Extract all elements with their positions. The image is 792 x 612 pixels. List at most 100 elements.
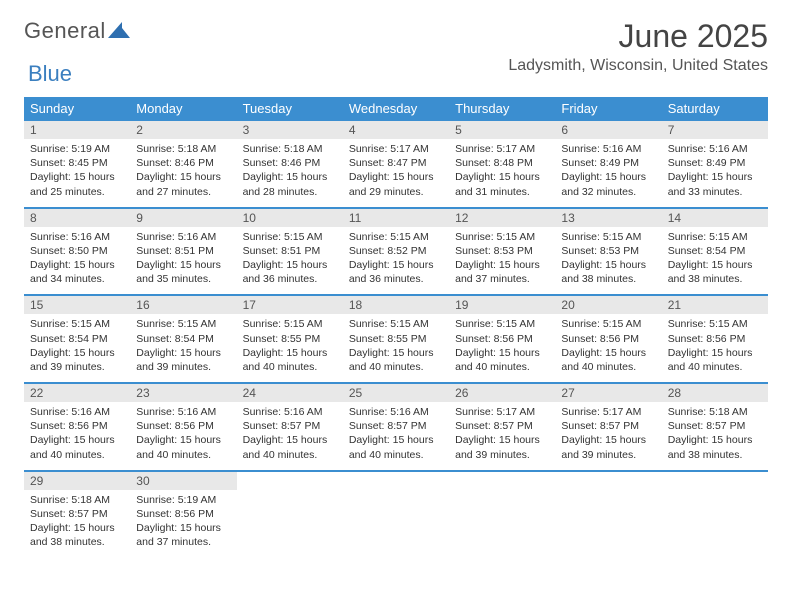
day-body: Sunrise: 5:15 AMSunset: 8:56 PMDaylight:… xyxy=(662,314,768,382)
sunset-line: Sunset: 8:56 PM xyxy=(136,507,230,521)
day-cell xyxy=(343,470,449,557)
day-cell: 2Sunrise: 5:18 AMSunset: 8:46 PMDaylight… xyxy=(130,120,236,207)
calendar-table: Sunday Monday Tuesday Wednesday Thursday… xyxy=(24,97,768,557)
sunset-line: Sunset: 8:57 PM xyxy=(349,419,443,433)
week-row: 8Sunrise: 5:16 AMSunset: 8:50 PMDaylight… xyxy=(24,207,768,295)
day-cell: 12Sunrise: 5:15 AMSunset: 8:53 PMDayligh… xyxy=(449,207,555,295)
day-cell xyxy=(662,470,768,557)
logo-word2: Blue xyxy=(28,61,72,86)
day-number: 10 xyxy=(237,208,343,227)
dayhdr-fri: Friday xyxy=(555,97,661,120)
sunset-line: Sunset: 8:46 PM xyxy=(243,156,337,170)
day-cell: 6Sunrise: 5:16 AMSunset: 8:49 PMDaylight… xyxy=(555,120,661,207)
dayhdr-sun: Sunday xyxy=(24,97,130,120)
daylight-line: Daylight: 15 hours and 37 minutes. xyxy=(455,258,549,286)
day-cell: 13Sunrise: 5:15 AMSunset: 8:53 PMDayligh… xyxy=(555,207,661,295)
daylight-line: Daylight: 15 hours and 38 minutes. xyxy=(561,258,655,286)
daylight-line: Daylight: 15 hours and 39 minutes. xyxy=(561,433,655,461)
day-number: 1 xyxy=(24,120,130,139)
day-cell: 28Sunrise: 5:18 AMSunset: 8:57 PMDayligh… xyxy=(662,383,768,471)
sunset-line: Sunset: 8:49 PM xyxy=(668,156,762,170)
dayhdr-mon: Monday xyxy=(130,97,236,120)
daylight-line: Daylight: 15 hours and 39 minutes. xyxy=(136,346,230,374)
sunset-line: Sunset: 8:49 PM xyxy=(561,156,655,170)
sunrise-line: Sunrise: 5:15 AM xyxy=(349,230,443,244)
day-number: 29 xyxy=(24,471,130,490)
day-cell: 20Sunrise: 5:15 AMSunset: 8:56 PMDayligh… xyxy=(555,295,661,383)
day-cell: 17Sunrise: 5:15 AMSunset: 8:55 PMDayligh… xyxy=(237,295,343,383)
daylight-line: Daylight: 15 hours and 39 minutes. xyxy=(30,346,124,374)
day-cell xyxy=(237,470,343,557)
daylight-line: Daylight: 15 hours and 31 minutes. xyxy=(455,170,549,198)
sunrise-line: Sunrise: 5:17 AM xyxy=(455,405,549,419)
day-cell: 29Sunrise: 5:18 AMSunset: 8:57 PMDayligh… xyxy=(24,470,130,557)
sunrise-line: Sunrise: 5:18 AM xyxy=(136,142,230,156)
day-body: Sunrise: 5:18 AMSunset: 8:46 PMDaylight:… xyxy=(130,139,236,207)
sunrise-line: Sunrise: 5:19 AM xyxy=(136,493,230,507)
sunrise-line: Sunrise: 5:18 AM xyxy=(243,142,337,156)
day-body: Sunrise: 5:16 AMSunset: 8:50 PMDaylight:… xyxy=(24,227,130,295)
logo-word1: General xyxy=(24,18,106,44)
daylight-line: Daylight: 15 hours and 25 minutes. xyxy=(30,170,124,198)
daylight-line: Daylight: 15 hours and 40 minutes. xyxy=(668,346,762,374)
daylight-line: Daylight: 15 hours and 40 minutes. xyxy=(349,433,443,461)
sunrise-line: Sunrise: 5:17 AM xyxy=(349,142,443,156)
sunrise-line: Sunrise: 5:15 AM xyxy=(668,317,762,331)
logo: General xyxy=(24,18,130,44)
day-body: Sunrise: 5:15 AMSunset: 8:56 PMDaylight:… xyxy=(449,314,555,382)
sunrise-line: Sunrise: 5:16 AM xyxy=(349,405,443,419)
sunset-line: Sunset: 8:55 PM xyxy=(243,332,337,346)
day-number: 13 xyxy=(555,208,661,227)
day-number: 15 xyxy=(24,295,130,314)
dayhdr-tue: Tuesday xyxy=(237,97,343,120)
day-body: Sunrise: 5:15 AMSunset: 8:53 PMDaylight:… xyxy=(449,227,555,295)
day-cell: 1Sunrise: 5:19 AMSunset: 8:45 PMDaylight… xyxy=(24,120,130,207)
day-cell xyxy=(555,470,661,557)
sunrise-line: Sunrise: 5:16 AM xyxy=(136,230,230,244)
day-cell: 4Sunrise: 5:17 AMSunset: 8:47 PMDaylight… xyxy=(343,120,449,207)
sunset-line: Sunset: 8:51 PM xyxy=(243,244,337,258)
sunrise-line: Sunrise: 5:15 AM xyxy=(349,317,443,331)
sunrise-line: Sunrise: 5:17 AM xyxy=(455,142,549,156)
sunset-line: Sunset: 8:45 PM xyxy=(30,156,124,170)
day-cell: 5Sunrise: 5:17 AMSunset: 8:48 PMDaylight… xyxy=(449,120,555,207)
daylight-line: Daylight: 15 hours and 38 minutes. xyxy=(668,258,762,286)
sunrise-line: Sunrise: 5:15 AM xyxy=(136,317,230,331)
day-body: Sunrise: 5:16 AMSunset: 8:49 PMDaylight:… xyxy=(555,139,661,207)
sunset-line: Sunset: 8:54 PM xyxy=(668,244,762,258)
location: Ladysmith, Wisconsin, United States xyxy=(508,57,768,75)
day-number: 2 xyxy=(130,120,236,139)
day-body: Sunrise: 5:19 AMSunset: 8:56 PMDaylight:… xyxy=(130,490,236,558)
day-number: 14 xyxy=(662,208,768,227)
day-body: Sunrise: 5:16 AMSunset: 8:57 PMDaylight:… xyxy=(237,402,343,470)
day-cell: 10Sunrise: 5:15 AMSunset: 8:51 PMDayligh… xyxy=(237,207,343,295)
day-number: 30 xyxy=(130,471,236,490)
sunset-line: Sunset: 8:56 PM xyxy=(455,332,549,346)
day-cell: 23Sunrise: 5:16 AMSunset: 8:56 PMDayligh… xyxy=(130,383,236,471)
day-body: Sunrise: 5:17 AMSunset: 8:47 PMDaylight:… xyxy=(343,139,449,207)
day-body: Sunrise: 5:19 AMSunset: 8:45 PMDaylight:… xyxy=(24,139,130,207)
day-number: 5 xyxy=(449,120,555,139)
day-number: 6 xyxy=(555,120,661,139)
day-body: Sunrise: 5:16 AMSunset: 8:56 PMDaylight:… xyxy=(24,402,130,470)
sunrise-line: Sunrise: 5:16 AM xyxy=(561,142,655,156)
week-row: 29Sunrise: 5:18 AMSunset: 8:57 PMDayligh… xyxy=(24,470,768,557)
sunset-line: Sunset: 8:53 PM xyxy=(455,244,549,258)
sunset-line: Sunset: 8:54 PM xyxy=(136,332,230,346)
day-number: 26 xyxy=(449,383,555,402)
day-number: 28 xyxy=(662,383,768,402)
daylight-line: Daylight: 15 hours and 36 minutes. xyxy=(243,258,337,286)
sunrise-line: Sunrise: 5:18 AM xyxy=(30,493,124,507)
sunset-line: Sunset: 8:57 PM xyxy=(455,419,549,433)
sunrise-line: Sunrise: 5:16 AM xyxy=(136,405,230,419)
sunset-line: Sunset: 8:53 PM xyxy=(561,244,655,258)
day-header-row: Sunday Monday Tuesday Wednesday Thursday… xyxy=(24,97,768,120)
sunset-line: Sunset: 8:56 PM xyxy=(561,332,655,346)
day-cell: 26Sunrise: 5:17 AMSunset: 8:57 PMDayligh… xyxy=(449,383,555,471)
daylight-line: Daylight: 15 hours and 38 minutes. xyxy=(668,433,762,461)
day-body: Sunrise: 5:18 AMSunset: 8:57 PMDaylight:… xyxy=(662,402,768,470)
sunset-line: Sunset: 8:57 PM xyxy=(30,507,124,521)
day-body: Sunrise: 5:16 AMSunset: 8:49 PMDaylight:… xyxy=(662,139,768,207)
title-block: June 2025 Ladysmith, Wisconsin, United S… xyxy=(508,18,768,75)
logo-sail-icon xyxy=(108,22,130,40)
